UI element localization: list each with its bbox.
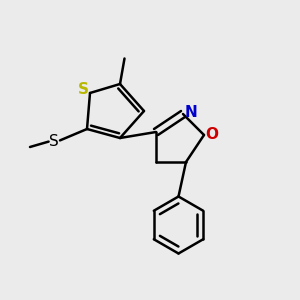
Text: S: S — [78, 82, 89, 97]
Text: S: S — [49, 134, 59, 148]
Text: N: N — [184, 105, 197, 120]
Text: O: O — [205, 127, 218, 142]
